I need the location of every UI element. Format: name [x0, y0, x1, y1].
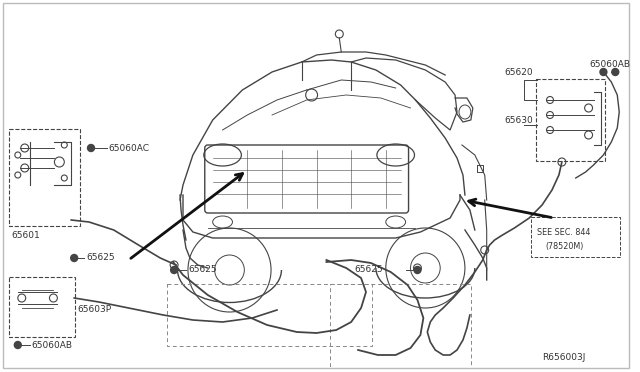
- Text: 65625: 65625: [354, 266, 383, 275]
- Circle shape: [14, 341, 21, 349]
- Circle shape: [88, 144, 95, 151]
- Text: 65620: 65620: [504, 67, 533, 77]
- Text: 65603P: 65603P: [77, 305, 111, 314]
- Circle shape: [612, 68, 619, 76]
- Circle shape: [71, 254, 77, 262]
- Text: R656003J: R656003J: [542, 353, 586, 362]
- Text: 65625: 65625: [188, 266, 216, 275]
- Text: 65060AB: 65060AB: [31, 340, 73, 350]
- Text: (78520M): (78520M): [545, 241, 584, 250]
- Circle shape: [414, 266, 421, 273]
- Circle shape: [600, 68, 607, 76]
- Text: 65060AC: 65060AC: [109, 144, 150, 153]
- Circle shape: [171, 266, 177, 273]
- Text: 65630: 65630: [504, 115, 533, 125]
- Text: 65060AB: 65060AB: [589, 60, 630, 68]
- Text: 65625: 65625: [86, 253, 115, 263]
- Text: 65601: 65601: [12, 231, 40, 240]
- Text: SEE SEC. 844: SEE SEC. 844: [537, 228, 591, 237]
